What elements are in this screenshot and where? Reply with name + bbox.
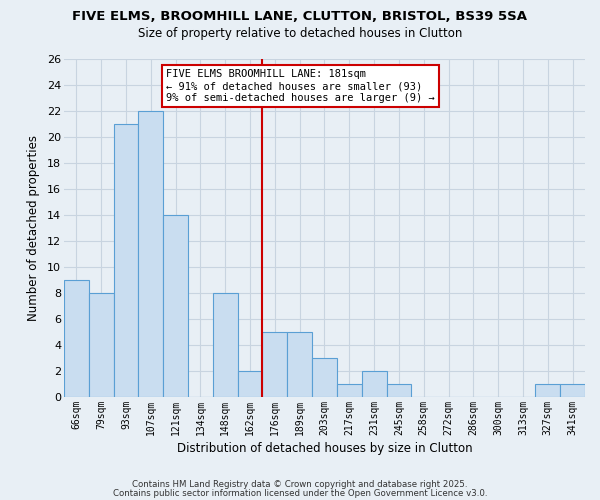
Bar — [362, 371, 386, 397]
X-axis label: Distribution of detached houses by size in Clutton: Distribution of detached houses by size … — [176, 442, 472, 455]
Bar — [560, 384, 585, 397]
Bar — [337, 384, 362, 397]
Text: FIVE ELMS BROOMHILL LANE: 181sqm
← 91% of detached houses are smaller (93)
9% of: FIVE ELMS BROOMHILL LANE: 181sqm ← 91% o… — [166, 70, 434, 102]
Bar — [213, 293, 238, 397]
Bar — [89, 293, 113, 397]
Text: FIVE ELMS, BROOMHILL LANE, CLUTTON, BRISTOL, BS39 5SA: FIVE ELMS, BROOMHILL LANE, CLUTTON, BRIS… — [73, 10, 527, 23]
Bar — [312, 358, 337, 397]
Bar — [535, 384, 560, 397]
Bar — [386, 384, 412, 397]
Y-axis label: Number of detached properties: Number of detached properties — [27, 135, 40, 321]
Bar — [139, 111, 163, 397]
Text: Contains public sector information licensed under the Open Government Licence v3: Contains public sector information licen… — [113, 488, 487, 498]
Bar — [113, 124, 139, 397]
Bar — [163, 215, 188, 397]
Bar — [64, 280, 89, 397]
Bar — [287, 332, 312, 397]
Bar — [238, 371, 262, 397]
Text: Contains HM Land Registry data © Crown copyright and database right 2025.: Contains HM Land Registry data © Crown c… — [132, 480, 468, 489]
Bar — [262, 332, 287, 397]
Text: Size of property relative to detached houses in Clutton: Size of property relative to detached ho… — [138, 28, 462, 40]
